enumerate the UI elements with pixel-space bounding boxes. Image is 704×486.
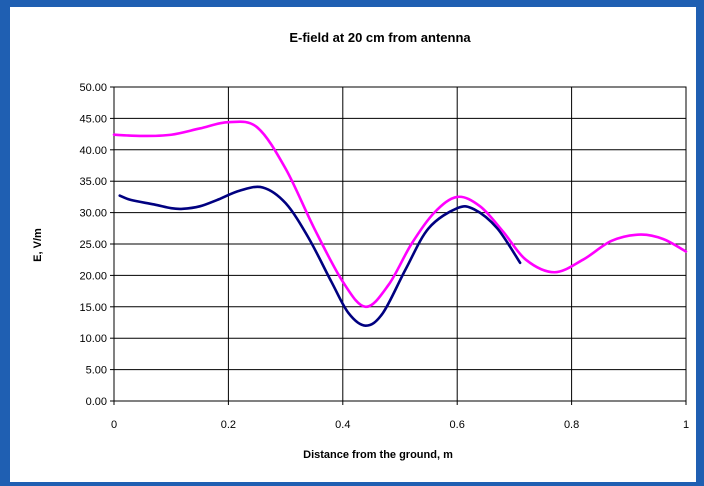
y-tick-label: 10.00: [79, 333, 107, 345]
x-tick-label: 0.8: [564, 419, 579, 431]
x-tick-label: 0: [111, 419, 117, 431]
y-tick-label: 40.00: [79, 145, 107, 157]
y-tick-label: 20.00: [79, 270, 107, 282]
x-tick-label: 0.4: [335, 419, 350, 431]
grid-layer: [113, 86, 687, 402]
frame-right-border: [696, 0, 704, 486]
x-tick-label: 0.6: [450, 419, 465, 431]
x-axis-title: Distance from the ground, m: [303, 449, 453, 461]
y-tick-label: 35.00: [79, 176, 107, 188]
x-tick-label: 1: [683, 419, 689, 431]
y-tick-label: 5.00: [86, 365, 107, 377]
tick-layer: 0.00 5.00 10.00 15.00 20.00 25.00 30.00 35.00 40…: [79, 82, 689, 431]
y-tick-label: 25.00: [79, 239, 107, 251]
x-tick-label: 0.2: [221, 419, 236, 431]
frame-top-border: [0, 0, 704, 7]
series-line-navy: [118, 185, 522, 327]
y-tick-label: 15.00: [79, 302, 107, 314]
y-tick-label: 30.00: [79, 208, 107, 220]
frame-bottom-border: [0, 482, 704, 486]
y-tick-label: 0.00: [86, 396, 107, 408]
chart-title: E-field at 20 cm from antenna: [289, 30, 471, 45]
y-tick-label: 45.00: [79, 113, 107, 125]
y-tick-label: 50.00: [79, 82, 107, 94]
series-line-magenta: [112, 120, 688, 309]
y-axis-title: E, V/m: [32, 228, 44, 262]
frame-left-border: [0, 0, 10, 486]
series-layer: [112, 120, 688, 327]
